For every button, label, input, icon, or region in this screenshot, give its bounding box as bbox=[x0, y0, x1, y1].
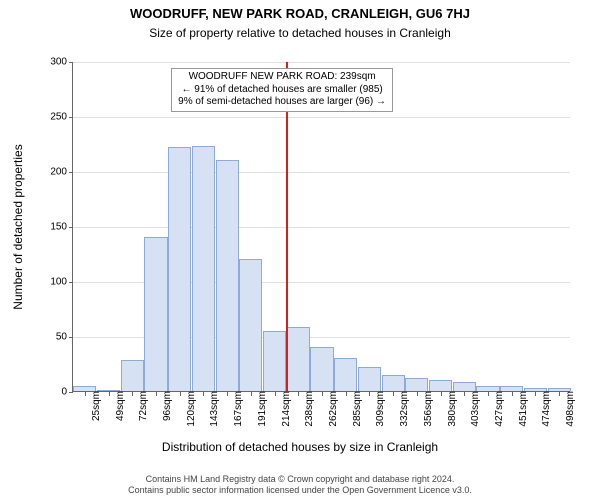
xtick-label: 380sqm bbox=[445, 391, 458, 427]
bar bbox=[168, 147, 191, 391]
ytick-label: 250 bbox=[50, 112, 73, 123]
gridline bbox=[73, 62, 570, 63]
xtick-label: 427sqm bbox=[492, 391, 505, 427]
bar bbox=[263, 331, 286, 392]
copyright-notice: Contains HM Land Registry data © Crown c… bbox=[0, 474, 600, 497]
copyright-line-2: Contains public sector information licen… bbox=[0, 485, 600, 496]
xtick-label: 120sqm bbox=[184, 391, 197, 427]
xtick-label: 238sqm bbox=[302, 391, 315, 427]
xtick-mark bbox=[251, 392, 252, 396]
bar bbox=[429, 380, 452, 391]
bar bbox=[121, 360, 144, 391]
bar bbox=[310, 347, 333, 391]
bar bbox=[453, 382, 476, 391]
xtick-label: 474sqm bbox=[539, 391, 552, 427]
bar bbox=[192, 146, 215, 391]
xtick-mark bbox=[464, 392, 465, 396]
annotation-line: ← 91% of detached houses are smaller (98… bbox=[178, 84, 386, 97]
xtick-label: 309sqm bbox=[373, 391, 386, 427]
xtick-label: 451sqm bbox=[516, 391, 529, 427]
xtick-mark bbox=[132, 392, 133, 396]
xtick-mark bbox=[559, 392, 560, 396]
plot-area: 05010015020025030025sqm49sqm72sqm96sqm12… bbox=[72, 62, 570, 392]
xtick-mark bbox=[156, 392, 157, 396]
xtick-label: 143sqm bbox=[207, 391, 220, 427]
xtick-mark bbox=[393, 392, 394, 396]
xtick-mark bbox=[488, 392, 489, 396]
gridline bbox=[73, 227, 570, 228]
xtick-mark bbox=[298, 392, 299, 396]
bar bbox=[73, 386, 96, 392]
xtick-mark bbox=[512, 392, 513, 396]
xtick-label: 332sqm bbox=[397, 391, 410, 427]
bar bbox=[476, 386, 499, 392]
y-axis-label: Number of detached properties bbox=[11, 144, 25, 309]
xtick-mark bbox=[180, 392, 181, 396]
chart-title: WOODRUFF, NEW PARK ROAD, CRANLEIGH, GU6 … bbox=[0, 6, 600, 21]
xtick-mark bbox=[441, 392, 442, 396]
chart-subtitle: Size of property relative to detached ho… bbox=[0, 26, 600, 40]
gridline bbox=[73, 117, 570, 118]
annotation-box: WOODRUFF NEW PARK ROAD: 239sqm← 91% of d… bbox=[171, 68, 393, 112]
xtick-label: 214sqm bbox=[279, 391, 292, 427]
bar bbox=[334, 358, 357, 391]
xtick-mark bbox=[109, 392, 110, 396]
ytick-label: 200 bbox=[50, 167, 73, 178]
bar bbox=[358, 367, 381, 391]
ytick-label: 150 bbox=[50, 222, 73, 233]
xtick-mark bbox=[322, 392, 323, 396]
xtick-mark bbox=[85, 392, 86, 396]
ytick-label: 300 bbox=[50, 57, 73, 68]
xtick-label: 356sqm bbox=[421, 391, 434, 427]
gridline bbox=[73, 172, 570, 173]
ytick-label: 100 bbox=[50, 277, 73, 288]
xtick-label: 25sqm bbox=[89, 391, 102, 421]
xtick-mark bbox=[369, 392, 370, 396]
bar bbox=[239, 259, 262, 391]
bar bbox=[144, 237, 167, 391]
xtick-label: 49sqm bbox=[113, 391, 126, 421]
annotation-line: 9% of semi-detached houses are larger (9… bbox=[178, 96, 386, 109]
xtick-mark bbox=[275, 392, 276, 396]
annotation-line: WOODRUFF NEW PARK ROAD: 239sqm bbox=[178, 71, 386, 84]
bar bbox=[382, 375, 405, 392]
bar bbox=[97, 390, 120, 391]
xtick-label: 498sqm bbox=[563, 391, 576, 427]
bar bbox=[548, 388, 571, 391]
ytick-label: 50 bbox=[56, 332, 73, 343]
xtick-mark bbox=[203, 392, 204, 396]
xtick-label: 167sqm bbox=[231, 391, 244, 427]
bar bbox=[216, 160, 239, 391]
bar bbox=[287, 327, 310, 391]
xtick-mark bbox=[535, 392, 536, 396]
bar bbox=[524, 388, 547, 391]
xtick-label: 72sqm bbox=[136, 391, 149, 421]
xtick-mark bbox=[227, 392, 228, 396]
ytick-label: 0 bbox=[61, 387, 73, 398]
xtick-label: 262sqm bbox=[326, 391, 339, 427]
xtick-label: 285sqm bbox=[350, 391, 363, 427]
bar bbox=[405, 378, 428, 391]
xtick-mark bbox=[346, 392, 347, 396]
chart-container: WOODRUFF, NEW PARK ROAD, CRANLEIGH, GU6 … bbox=[0, 0, 600, 500]
xtick-label: 403sqm bbox=[468, 391, 481, 427]
copyright-line-1: Contains HM Land Registry data © Crown c… bbox=[0, 474, 600, 485]
xtick-mark bbox=[417, 392, 418, 396]
xtick-label: 191sqm bbox=[255, 391, 268, 427]
xtick-label: 96sqm bbox=[160, 391, 173, 421]
bar bbox=[500, 386, 523, 392]
x-axis-label: Distribution of detached houses by size … bbox=[0, 440, 600, 454]
